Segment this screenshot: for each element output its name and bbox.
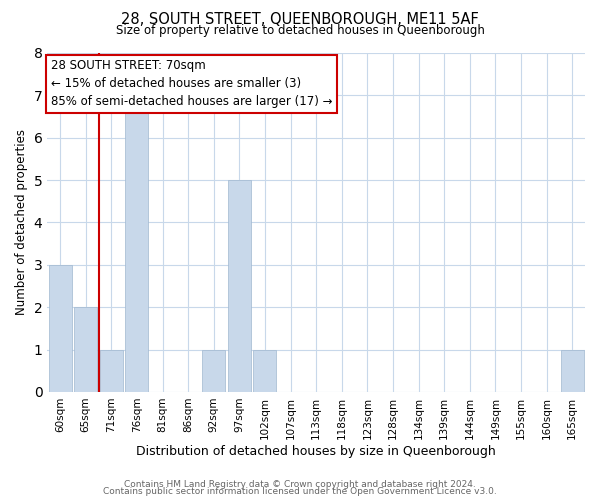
Text: Contains HM Land Registry data © Crown copyright and database right 2024.: Contains HM Land Registry data © Crown c…: [124, 480, 476, 489]
Bar: [49, 265, 71, 392]
Bar: [560, 350, 584, 392]
Text: 28, SOUTH STREET, QUEENBOROUGH, ME11 5AF: 28, SOUTH STREET, QUEENBOROUGH, ME11 5AF: [121, 12, 479, 28]
Bar: [228, 180, 251, 392]
Y-axis label: Number of detached properties: Number of detached properties: [15, 130, 28, 316]
Text: 28 SOUTH STREET: 70sqm
← 15% of detached houses are smaller (3)
85% of semi-deta: 28 SOUTH STREET: 70sqm ← 15% of detached…: [51, 60, 332, 108]
Bar: [202, 350, 225, 392]
Text: Size of property relative to detached houses in Queenborough: Size of property relative to detached ho…: [116, 24, 484, 37]
Text: Contains public sector information licensed under the Open Government Licence v3: Contains public sector information licen…: [103, 488, 497, 496]
Bar: [74, 307, 97, 392]
Bar: [125, 96, 148, 392]
X-axis label: Distribution of detached houses by size in Queenborough: Distribution of detached houses by size …: [136, 444, 496, 458]
Bar: [100, 350, 123, 392]
Bar: [253, 350, 277, 392]
